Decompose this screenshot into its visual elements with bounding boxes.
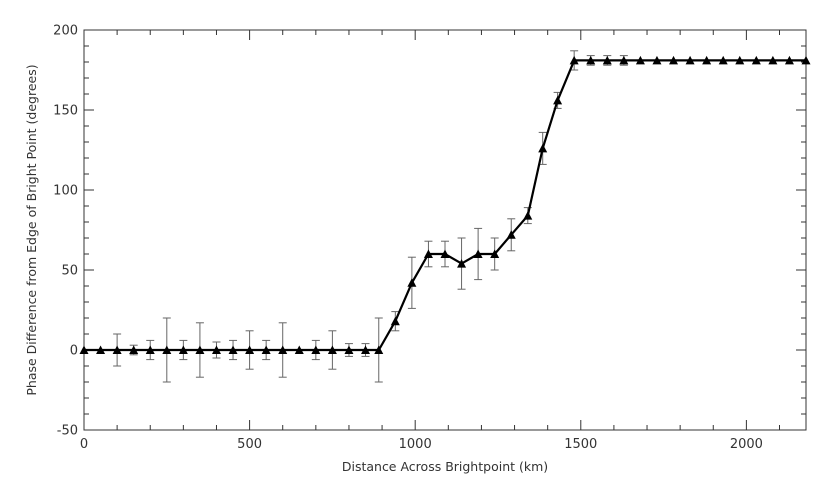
- data-point: [423, 249, 433, 258]
- data-point: [361, 345, 371, 354]
- data-point: [211, 345, 221, 354]
- x-tick-label: 0: [80, 437, 88, 452]
- data-point: [228, 345, 238, 354]
- data-point: [79, 345, 89, 354]
- data-point: [801, 55, 811, 65]
- data-point: [390, 316, 400, 326]
- y-tick-label: 50: [61, 264, 78, 279]
- x-tick-label: 500: [237, 437, 262, 452]
- data-point: [96, 345, 106, 354]
- data-point: [374, 345, 384, 354]
- y-tick-labels: -50 0 50 100 150 200: [53, 24, 78, 439]
- y-axis-title: Phase Difference from Edge of Bright Poi…: [24, 64, 39, 395]
- data-point: [553, 95, 563, 105]
- data-point: [652, 55, 662, 65]
- data-point: [473, 249, 483, 258]
- data-point: [619, 55, 629, 65]
- data-point: [523, 211, 533, 220]
- data-point: [635, 55, 645, 65]
- data-point: [327, 345, 337, 354]
- data-point: [440, 249, 450, 258]
- y-tick-label: -50: [57, 424, 78, 439]
- x-tick-labels: 0 500 1000 1500 2000: [80, 437, 763, 452]
- x-axis-title: Distance Across Brightpoint (km): [342, 459, 548, 474]
- data-point: [751, 55, 761, 65]
- series-line: [84, 59, 806, 352]
- y-tick-label: 200: [53, 24, 78, 39]
- data-point: [538, 143, 548, 153]
- data-point: [506, 230, 516, 239]
- data-point: [145, 345, 155, 354]
- data-point: [490, 249, 500, 258]
- data-point: [129, 345, 139, 354]
- data-point: [261, 345, 271, 354]
- y-tick-label: 150: [53, 104, 78, 119]
- x-tick-label: 1000: [399, 437, 432, 452]
- data-point: [784, 55, 794, 65]
- axis-ticks: [83, 29, 806, 431]
- data-point: [702, 55, 712, 65]
- error-bars: [113, 50, 628, 383]
- data-point: [669, 55, 679, 65]
- data-point: [735, 55, 745, 65]
- data-point: [569, 55, 579, 65]
- data-point: [602, 55, 612, 65]
- data-point: [245, 345, 255, 354]
- x-tick-label: 1500: [564, 437, 597, 452]
- data-point: [294, 345, 304, 354]
- y-tick-label: 100: [53, 184, 78, 199]
- data-point: [768, 55, 778, 65]
- data-point: [457, 259, 467, 268]
- data-point: [178, 345, 188, 354]
- data-markers: [79, 55, 811, 354]
- data-point: [407, 278, 417, 287]
- data-point: [685, 55, 695, 65]
- data-point: [311, 345, 321, 354]
- data-point: [718, 55, 728, 65]
- data-point: [278, 345, 288, 354]
- data-point: [586, 55, 596, 65]
- data-point: [344, 345, 354, 354]
- data-point: [162, 345, 172, 354]
- plot-frame: [83, 29, 807, 431]
- y-tick-label: 0: [70, 344, 78, 359]
- data-point: [112, 345, 122, 354]
- data-point: [195, 345, 205, 354]
- x-tick-label: 2000: [730, 437, 763, 452]
